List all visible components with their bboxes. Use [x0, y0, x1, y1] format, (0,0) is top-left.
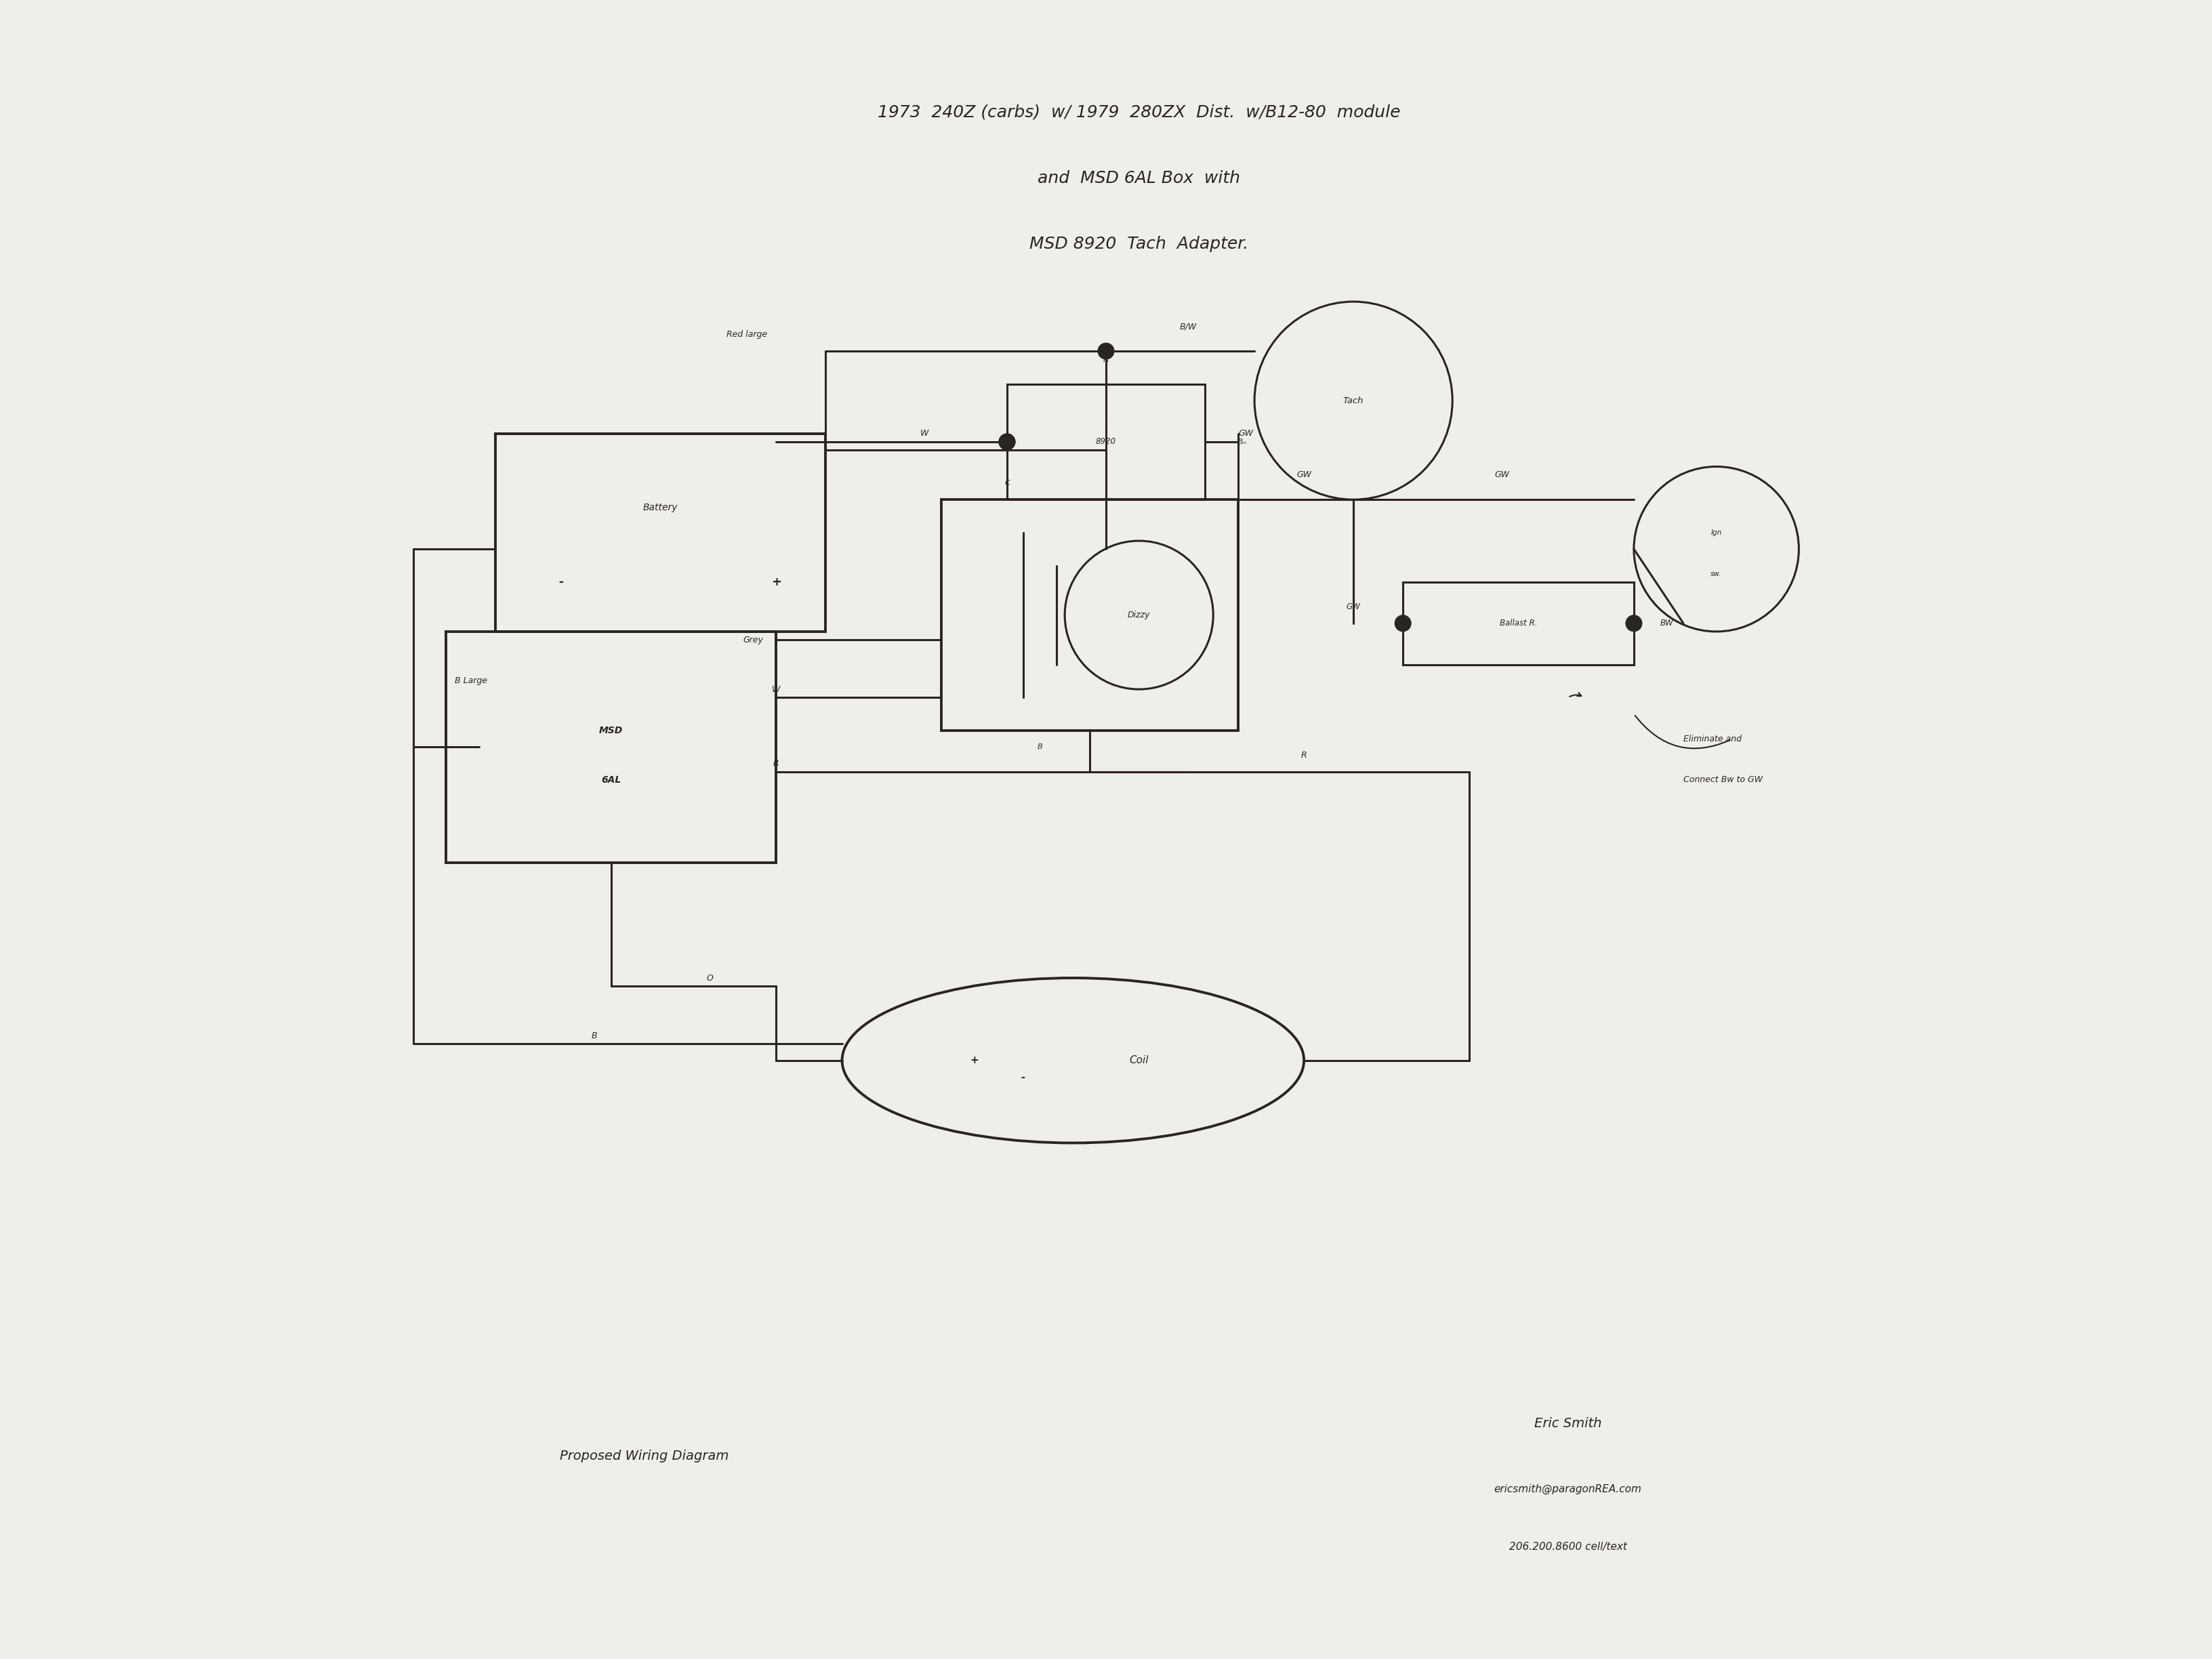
- Bar: [1006, 385, 1206, 499]
- Text: B/W: B/W: [1179, 322, 1197, 330]
- Text: and  MSD 6AL Box  with: and MSD 6AL Box with: [1037, 169, 1241, 186]
- Text: +: +: [969, 1055, 978, 1065]
- Text: 6AL: 6AL: [602, 775, 622, 785]
- Text: Ign: Ign: [1710, 529, 1721, 536]
- Text: B: B: [1037, 743, 1042, 750]
- Circle shape: [1626, 615, 1641, 632]
- Bar: [495, 433, 825, 632]
- Text: Red large: Red large: [726, 330, 768, 338]
- Text: Eliminate and: Eliminate and: [1683, 735, 1741, 743]
- Bar: [447, 632, 776, 863]
- Text: R: R: [774, 760, 779, 768]
- Text: B: B: [591, 1032, 597, 1040]
- Text: Battery: Battery: [644, 503, 679, 513]
- Text: Dizzy: Dizzy: [1128, 611, 1150, 619]
- Text: 8920: 8920: [1095, 438, 1117, 446]
- Text: -: -: [1022, 1072, 1026, 1082]
- Text: GW: GW: [1347, 602, 1360, 611]
- Text: W: W: [772, 685, 781, 693]
- Circle shape: [1396, 615, 1411, 632]
- Text: GW: GW: [1296, 471, 1312, 479]
- Text: Proposed Wiring Diagram: Proposed Wiring Diagram: [560, 1450, 728, 1463]
- Text: R: R: [1104, 355, 1108, 363]
- Text: 1973  240Z (carbs)  w/ 1979  280ZX  Dist.  w/B12-80  module: 1973 240Z (carbs) w/ 1979 280ZX Dist. w/…: [878, 105, 1400, 119]
- Text: sw.: sw.: [1710, 571, 1721, 577]
- Text: R: R: [1301, 752, 1307, 760]
- Text: O: O: [708, 974, 714, 982]
- FancyArrowPatch shape: [1635, 715, 1730, 748]
- Text: MSD 8920  Tach  Adapter.: MSD 8920 Tach Adapter.: [1029, 236, 1248, 252]
- Circle shape: [1000, 433, 1015, 450]
- Text: Tach: Tach: [1343, 397, 1365, 405]
- Text: GW: GW: [1495, 471, 1509, 479]
- Circle shape: [1097, 343, 1115, 360]
- Bar: [1402, 582, 1635, 665]
- Text: C: C: [1004, 479, 1009, 486]
- Text: ericsmith@paragonREA.com: ericsmith@paragonREA.com: [1493, 1485, 1641, 1495]
- Text: Grey: Grey: [743, 635, 763, 644]
- Text: -: -: [560, 576, 564, 589]
- Circle shape: [1000, 433, 1015, 450]
- Text: BW: BW: [1661, 619, 1674, 627]
- Text: Eric Smith: Eric Smith: [1535, 1417, 1601, 1430]
- Text: 206.200.8600 cell/text: 206.200.8600 cell/text: [1509, 1541, 1626, 1553]
- Text: W: W: [920, 430, 929, 438]
- Text: Bᵢₙ: Bᵢₙ: [1239, 438, 1248, 445]
- Text: B Large: B Large: [453, 677, 487, 685]
- Text: +: +: [772, 576, 781, 589]
- Text: Connect Bw to GW: Connect Bw to GW: [1683, 776, 1763, 785]
- Bar: [940, 499, 1239, 730]
- Text: Ballast R.: Ballast R.: [1500, 619, 1537, 627]
- Text: Coil: Coil: [1130, 1055, 1148, 1065]
- Text: MSD: MSD: [599, 725, 624, 735]
- Text: GW: GW: [1239, 430, 1254, 438]
